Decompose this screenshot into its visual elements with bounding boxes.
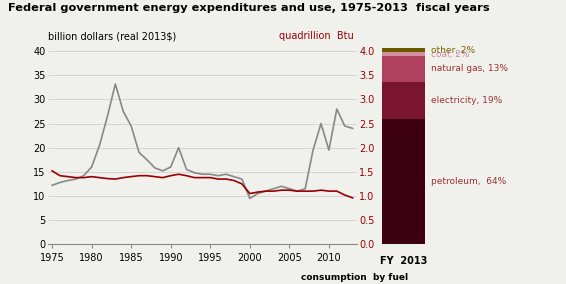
Text: natural gas, 13%: natural gas, 13% bbox=[431, 64, 508, 73]
Text: Federal government energy expenditures and use, 1975-2013  fiscal years: Federal government energy expenditures a… bbox=[8, 3, 490, 13]
Text: other, 2%: other, 2% bbox=[431, 46, 475, 55]
Text: consumption  by fuel: consumption by fuel bbox=[301, 273, 409, 282]
Text: electricity, 19%: electricity, 19% bbox=[431, 96, 503, 105]
Text: FY  2013: FY 2013 bbox=[380, 256, 427, 266]
Text: quadrillion  Btu: quadrillion Btu bbox=[279, 31, 354, 41]
Text: coal, 2%: coal, 2% bbox=[431, 50, 470, 59]
Text: petroleum,  64%: petroleum, 64% bbox=[431, 177, 507, 186]
Text: billion dollars (real 2013$): billion dollars (real 2013$) bbox=[48, 31, 177, 41]
